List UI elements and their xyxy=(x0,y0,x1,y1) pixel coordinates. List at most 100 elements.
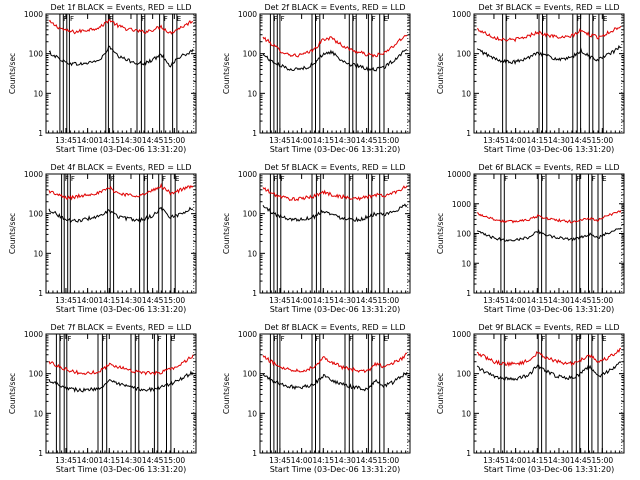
x-tick-label: 13:45 xyxy=(483,136,505,145)
y-tick-label: 1 xyxy=(466,449,471,458)
x-axis-label: Start Time (03-Dec-06 13:31:20) xyxy=(270,465,401,474)
panel-title: Det 5f BLACK = Events, RED = LLD xyxy=(264,163,405,172)
flag-label: F xyxy=(372,175,376,183)
flag-label: E xyxy=(602,335,606,343)
flag-label: F xyxy=(315,15,319,23)
y-tick-label: 10000 xyxy=(447,170,471,179)
x-tick-label: 14:45 xyxy=(570,136,592,145)
events-series-line xyxy=(476,227,622,242)
x-tick-label: 14:45 xyxy=(356,136,378,145)
x-tick-label: 14:00 xyxy=(505,456,527,465)
x-tick-label: 14:45 xyxy=(570,456,592,465)
y-tick-label: 1000 xyxy=(238,170,257,179)
plot-frame xyxy=(259,173,411,294)
x-axis-label: Start Time (03-Dec-06 13:31:20) xyxy=(484,305,615,314)
events-series-line xyxy=(262,203,408,223)
flag-label: F xyxy=(162,175,166,183)
y-tick-label: 10 xyxy=(461,259,471,268)
lld-series-line xyxy=(476,210,622,224)
y-tick-label: 1 xyxy=(38,129,43,138)
x-tick-label: 14:30 xyxy=(334,456,356,465)
x-tick-label: 13:45 xyxy=(483,456,505,465)
x-tick-label: 14:45 xyxy=(142,456,164,465)
y-tick-label: 10 xyxy=(247,249,257,258)
flag-label: F xyxy=(504,175,508,183)
x-tick-label: 14:15 xyxy=(312,136,334,145)
flag-label: F xyxy=(593,15,597,23)
x-tick-label: 14:00 xyxy=(291,456,313,465)
x-tick-label: 15:00 xyxy=(592,136,614,145)
x-tick-label: 14:00 xyxy=(77,456,99,465)
flag-label: F xyxy=(281,175,285,183)
x-tick-label: 14:30 xyxy=(334,136,356,145)
y-tick-label: 10 xyxy=(33,249,43,258)
panel-title: Det 6f BLACK = Events, RED = LLD xyxy=(478,163,619,172)
flag-label: F xyxy=(274,175,278,183)
flag-label: F xyxy=(70,15,74,23)
x-tick-label: 14:15 xyxy=(526,296,548,305)
x-axis-label: Start Time (03-Dec-06 13:31:20) xyxy=(484,465,615,474)
x-tick-label: 14:00 xyxy=(77,296,99,305)
events-series-line xyxy=(476,361,622,381)
y-axis-label: Counts/sec xyxy=(222,53,231,94)
flag-label: E xyxy=(175,175,179,183)
panel-title: Det 4f BLACK = Events, RED = LLD xyxy=(50,163,191,172)
y-axis-label: Counts/sec xyxy=(436,213,445,254)
flag-label: F xyxy=(315,335,319,343)
flag-label: F xyxy=(102,335,106,343)
x-axis-label: Start Time (03-Dec-06 13:31:20) xyxy=(56,305,187,314)
x-tick-label: 15:00 xyxy=(378,136,400,145)
x-tick-label: 14:45 xyxy=(142,296,164,305)
y-tick-label: 1 xyxy=(466,289,471,298)
y-tick-label: 100 xyxy=(243,370,258,379)
flag-label: E xyxy=(384,175,388,183)
flag-label: F xyxy=(372,335,376,343)
x-tick-label: 13:45 xyxy=(55,296,77,305)
panel-title: Det 3f BLACK = Events, RED = LLD xyxy=(478,3,619,12)
x-tick-label: 15:00 xyxy=(164,296,186,305)
flag-label: F xyxy=(281,335,285,343)
flag-label: F xyxy=(592,175,596,183)
y-tick-label: 100 xyxy=(243,50,258,59)
x-tick-label: 14:45 xyxy=(356,296,378,305)
y-axis-label: Counts/sec xyxy=(8,53,17,94)
flag-label: F xyxy=(141,15,145,23)
y-tick-label: 100 xyxy=(243,210,258,219)
panel-title: Det 7f BLACK = Events, RED = LLD xyxy=(50,323,191,332)
y-axis-label: Counts/sec xyxy=(8,213,17,254)
y-axis-label: Counts/sec xyxy=(436,373,445,414)
plot-frame xyxy=(45,333,197,454)
flag-label: F xyxy=(349,335,353,343)
y-tick-label: 10 xyxy=(247,89,257,98)
flag-label: F xyxy=(71,175,75,183)
x-tick-label: 13:45 xyxy=(269,456,291,465)
y-axis-label: Counts/sec xyxy=(8,373,17,414)
y-tick-label: 1 xyxy=(252,449,257,458)
events-series-line xyxy=(262,49,408,72)
y-tick-label: 100 xyxy=(29,370,44,379)
flag-label: F xyxy=(63,15,67,23)
plot-frame xyxy=(45,173,197,294)
flag-label: F xyxy=(372,15,376,23)
x-axis-label: Start Time (03-Dec-06 13:31:20) xyxy=(270,305,401,314)
x-tick-label: 15:00 xyxy=(592,296,614,305)
y-tick-label: 1 xyxy=(466,129,471,138)
y-tick-label: 1000 xyxy=(452,330,471,339)
x-tick-label: 14:30 xyxy=(334,296,356,305)
y-tick-label: 100 xyxy=(457,230,472,239)
flag-label: E xyxy=(602,175,606,183)
flag-label: F xyxy=(135,335,139,343)
y-tick-label: 1 xyxy=(38,449,43,458)
flag-label: F xyxy=(274,15,278,23)
flag-label: F xyxy=(111,175,115,183)
plot-frame xyxy=(473,333,625,454)
flag-label: E xyxy=(384,15,388,23)
flag-label: E xyxy=(171,335,175,343)
flag-label: F xyxy=(541,335,545,343)
x-tick-label: 14:30 xyxy=(120,296,142,305)
